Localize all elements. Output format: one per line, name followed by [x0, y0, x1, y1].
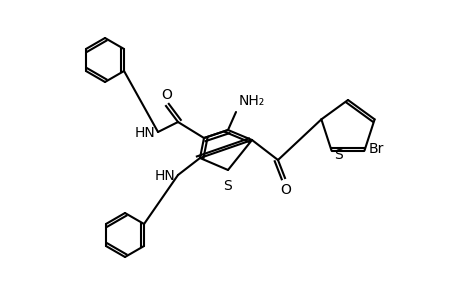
Text: S: S — [223, 179, 232, 193]
Text: Br: Br — [368, 142, 383, 156]
Text: HN: HN — [134, 126, 155, 140]
Text: S: S — [334, 148, 342, 162]
Text: HN: HN — [154, 169, 174, 183]
Text: NH₂: NH₂ — [239, 94, 265, 108]
Text: O: O — [161, 88, 172, 102]
Text: O: O — [280, 183, 291, 197]
